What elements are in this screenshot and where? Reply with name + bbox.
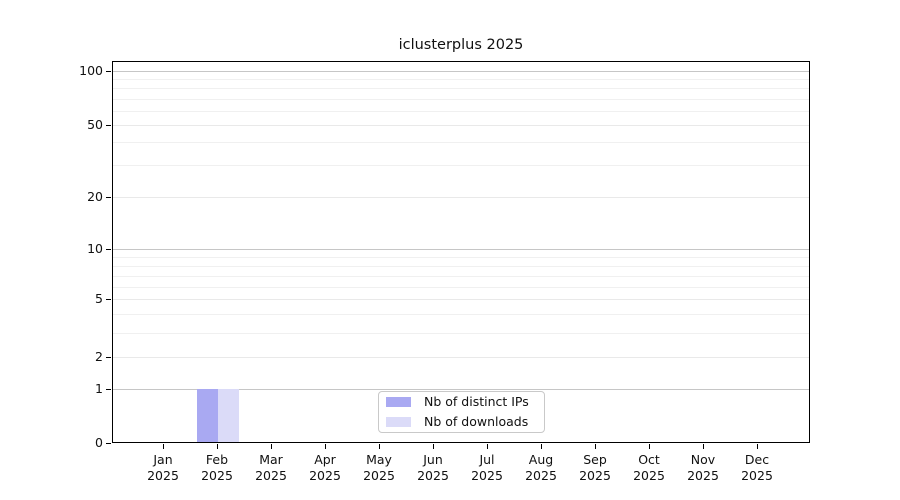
x-axis-tick: [487, 444, 489, 449]
x-tick-label: Feb 2025: [185, 452, 249, 484]
x-tick-year: 2025: [255, 468, 287, 483]
y-gridline: [113, 276, 809, 277]
x-tick-month: Jul: [479, 452, 495, 467]
x-tick-year: 2025: [363, 468, 395, 483]
x-tick-label: Sep 2025: [563, 452, 627, 484]
y-tick-label: 5: [95, 291, 103, 306]
y-gridline: [113, 389, 809, 390]
y-gridline: [113, 357, 809, 358]
x-axis-tick: [703, 444, 705, 449]
y-gridline: [113, 165, 809, 166]
x-tick-year: 2025: [633, 468, 665, 483]
legend-label: Nb of downloads: [424, 414, 529, 429]
x-axis-tick: [541, 444, 543, 449]
x-tick-year: 2025: [147, 468, 179, 483]
x-tick-label: Oct 2025: [617, 452, 681, 484]
x-axis-tick: [271, 444, 273, 449]
y-axis-tick: [106, 71, 111, 73]
x-tick-year: 2025: [471, 468, 503, 483]
y-tick-label: 10: [87, 241, 103, 256]
x-tick-label: Jun 2025: [401, 452, 465, 484]
x-tick-label: Mar 2025: [239, 452, 303, 484]
y-tick-label: 2: [95, 349, 103, 364]
y-gridline: [113, 71, 809, 72]
y-gridline: [113, 197, 809, 198]
x-tick-year: 2025: [201, 468, 233, 483]
y-gridline: [113, 249, 809, 250]
y-gridline: [113, 79, 809, 80]
x-axis-tick: [163, 444, 165, 449]
y-tick-label: 20: [87, 189, 103, 204]
x-tick-month: Oct: [638, 452, 660, 467]
y-gridline: [113, 99, 809, 100]
x-tick-month: Feb: [205, 452, 229, 467]
legend-item: Nb of downloads: [379, 412, 544, 432]
y-axis-tick: [106, 125, 111, 127]
y-tick-label: 1: [95, 381, 103, 396]
y-gridline: [113, 88, 809, 89]
x-tick-label: Apr 2025: [293, 452, 357, 484]
y-gridline: [113, 111, 809, 112]
y-gridline: [113, 125, 809, 126]
x-tick-month: Jun: [423, 452, 443, 467]
x-tick-month: Sep: [583, 452, 607, 467]
x-tick-month: Aug: [528, 452, 554, 467]
x-tick-label: Jul 2025: [455, 452, 519, 484]
x-axis-tick: [217, 444, 219, 449]
y-gridline: [113, 287, 809, 288]
x-tick-label: Dec 2025: [725, 452, 789, 484]
y-tick-label: 100: [79, 63, 103, 78]
y-axis-tick: [106, 197, 111, 199]
x-axis-tick: [325, 444, 327, 449]
y-gridline: [113, 314, 809, 315]
y-axis-tick: [106, 299, 111, 301]
legend-label: Nb of distinct IPs: [424, 394, 529, 409]
x-tick-label: Jan 2025: [131, 452, 195, 484]
y-gridline: [113, 333, 809, 334]
bar-distinct-ips: [197, 389, 218, 443]
x-tick-month: Apr: [314, 452, 336, 467]
y-axis-tick: [106, 443, 111, 445]
x-axis-tick: [649, 444, 651, 449]
x-tick-month: Dec: [744, 452, 770, 467]
x-tick-year: 2025: [687, 468, 719, 483]
x-tick-label: Aug 2025: [509, 452, 573, 484]
x-tick-label: Nov 2025: [671, 452, 735, 484]
x-tick-year: 2025: [417, 468, 449, 483]
y-tick-label: 0: [95, 435, 103, 450]
x-tick-year: 2025: [741, 468, 773, 483]
y-gridline: [113, 299, 809, 300]
y-gridline: [113, 266, 809, 267]
y-axis-tick: [106, 249, 111, 251]
x-tick-month: Jan: [153, 452, 173, 467]
x-tick-year: 2025: [309, 468, 341, 483]
x-axis-tick: [379, 444, 381, 449]
x-axis-tick: [433, 444, 435, 449]
x-tick-year: 2025: [525, 468, 557, 483]
legend: Nb of distinct IPs Nb of downloads: [378, 391, 545, 433]
chart-title: iclusterplus 2025: [398, 37, 524, 53]
x-axis-tick: [595, 444, 597, 449]
y-tick-label: 50: [87, 117, 103, 132]
y-gridline: [113, 142, 809, 143]
y-gridline: [113, 257, 809, 258]
legend-swatch-icon: [386, 417, 411, 427]
x-tick-month: Mar: [259, 452, 283, 467]
y-axis-tick: [106, 357, 111, 359]
legend-swatch-icon: [386, 397, 411, 407]
legend-item: Nb of distinct IPs: [379, 392, 544, 412]
y-axis-tick: [106, 389, 111, 391]
bar-downloads: [218, 389, 239, 443]
plot-frame: [112, 61, 810, 443]
x-tick-year: 2025: [579, 468, 611, 483]
x-tick-month: Nov: [690, 452, 716, 467]
x-tick-month: May: [366, 452, 392, 467]
x-tick-label: May 2025: [347, 452, 411, 484]
x-axis-tick: [757, 444, 759, 449]
